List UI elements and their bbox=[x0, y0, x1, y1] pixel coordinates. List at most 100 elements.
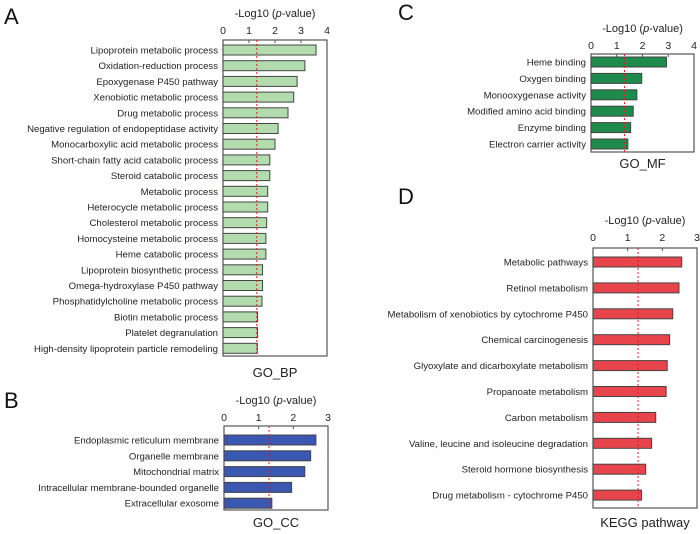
x-axis-title: -Log10 (p-value) bbox=[602, 23, 683, 35]
bar bbox=[590, 89, 638, 101]
x-axis-title: -Log10 (p-value) bbox=[235, 8, 316, 20]
category-label: Endoplasmic reticulum membrane bbox=[74, 436, 219, 447]
x-tick-label: 4 bbox=[691, 40, 697, 52]
category-label: Metabolic process bbox=[141, 187, 219, 198]
bar bbox=[223, 434, 317, 446]
x-tick-label: 2 bbox=[640, 40, 646, 52]
bar bbox=[592, 411, 657, 423]
category-label: Extracellular exosome bbox=[125, 499, 219, 510]
x-tick-label: 3 bbox=[298, 25, 304, 37]
panel-d: D -Log10 (p-value) 0 1 2 3 Metabolic pathways R… bbox=[388, 184, 700, 530]
x-tick-label: 1 bbox=[256, 412, 262, 424]
bar bbox=[592, 386, 667, 397]
bar bbox=[592, 282, 680, 294]
x-tick-label: 2 bbox=[290, 412, 296, 424]
panel-letter: B bbox=[4, 388, 19, 413]
x-tick-label: 1 bbox=[246, 25, 252, 37]
bar bbox=[222, 123, 279, 134]
category-label: Epoxygenase P450 pathway bbox=[96, 77, 218, 88]
group-label: GO_MF bbox=[619, 156, 665, 171]
panel-letter: A bbox=[4, 4, 19, 29]
bar bbox=[592, 334, 671, 346]
x-tick-label: 0 bbox=[588, 40, 594, 52]
category-label: Monocarboxylic acid metabolic process bbox=[51, 140, 218, 151]
category-label: Oxygen binding bbox=[519, 74, 586, 85]
category-label: High-density lipoprotein particle remode… bbox=[34, 344, 218, 355]
panel-b: B -Log10 (p-value) 0 1 2 3 Endoplasmic reticul… bbox=[4, 388, 331, 530]
category-label: Heterocycle metabolic process bbox=[87, 203, 218, 214]
bar bbox=[590, 105, 634, 117]
x-tick-label: 2 bbox=[272, 25, 278, 37]
x-tick-label: 3 bbox=[665, 40, 671, 52]
category-label: Lipoprotein metabolic process bbox=[91, 46, 219, 57]
bar bbox=[590, 122, 632, 134]
bar bbox=[222, 201, 269, 213]
x-tick-label: 1 bbox=[625, 232, 631, 244]
bar bbox=[223, 497, 273, 509]
category-label: Omega-hydroxylase P450 pathway bbox=[69, 281, 219, 292]
category-label: Monooxygenase activity bbox=[484, 90, 587, 101]
bar bbox=[222, 185, 269, 197]
bar bbox=[590, 56, 667, 68]
category-label: Heme binding bbox=[527, 58, 586, 69]
bar bbox=[222, 248, 267, 260]
x-tick-label: 4 bbox=[324, 25, 330, 37]
category-label: Biotin metabolic process bbox=[114, 312, 218, 323]
category-label: Retinol metabolism bbox=[506, 283, 588, 294]
x-tick-label: 0 bbox=[220, 25, 226, 37]
category-label: Platelet degranulation bbox=[125, 328, 218, 339]
panel-letter: C bbox=[398, 0, 414, 25]
bar bbox=[222, 154, 271, 166]
panel-letter: D bbox=[398, 184, 414, 209]
category-label: Negative regulation of endopeptidase act… bbox=[27, 124, 218, 135]
group-label: KEGG pathway bbox=[600, 515, 690, 530]
bar bbox=[223, 466, 306, 478]
category-label: Cholesterol metabolic process bbox=[89, 218, 218, 229]
bar bbox=[222, 75, 298, 87]
x-tick-label: 0 bbox=[221, 412, 227, 424]
category-label: Propanoate metabolism bbox=[487, 387, 588, 398]
bar bbox=[223, 450, 312, 462]
x-tick-label: 0 bbox=[590, 232, 596, 244]
category-label: Drug metabolic process bbox=[117, 108, 218, 119]
category-label: Homocysteine metabolic process bbox=[77, 234, 218, 245]
category-label: Carbon metabolism bbox=[505, 413, 588, 424]
category-label: Organelle membrane bbox=[129, 451, 219, 462]
panel-c: C -Log10 (p-value) 0 1 2 3 4 Heme binding Oxygen… bbox=[398, 0, 697, 171]
plot-frame bbox=[590, 53, 695, 153]
bar bbox=[222, 232, 267, 244]
category-label: Electron carrier activity bbox=[489, 140, 586, 151]
category-label: Xenobiotic metabolic process bbox=[93, 93, 218, 104]
bar bbox=[222, 107, 289, 119]
category-label: Enzyme binding bbox=[518, 123, 586, 134]
category-label: Oxidation-reduction process bbox=[99, 61, 219, 72]
category-label: Mitochondrial matrix bbox=[133, 467, 219, 478]
bar bbox=[222, 138, 276, 150]
category-label: Heme catabolic process bbox=[116, 250, 219, 261]
bar bbox=[222, 44, 317, 56]
panel-a: A -Log10 (p-value) 0 1 2 3 4 Lipoprotein metabo… bbox=[4, 4, 330, 380]
category-label: Steroid catabolic process bbox=[111, 171, 218, 182]
category-label: Phosphatidylcholine metabolic process bbox=[53, 297, 219, 308]
category-label: Valine, leucine and isoleucine degradati… bbox=[409, 439, 588, 450]
category-label: Short-chain fatty acid catabolic process bbox=[51, 155, 218, 166]
x-tick-label: 3 bbox=[325, 412, 331, 424]
group-label: GO_CC bbox=[253, 515, 299, 530]
x-axis-title: -Log10 (p-value) bbox=[605, 215, 686, 227]
bar bbox=[222, 295, 263, 307]
bar bbox=[222, 60, 306, 72]
category-label: Chemical carcinogenesis bbox=[481, 335, 588, 346]
category-label: Lipoprotein biosynthetic process bbox=[81, 265, 218, 276]
bar bbox=[222, 264, 264, 276]
bar bbox=[222, 91, 295, 103]
category-label: Metabolic pathways bbox=[504, 258, 588, 269]
bar bbox=[590, 72, 643, 84]
bar bbox=[222, 327, 259, 339]
bar bbox=[592, 463, 647, 475]
category-label: Modified amino acid binding bbox=[467, 107, 586, 118]
category-label: Intracellular membrane-bounded organelle bbox=[38, 483, 219, 494]
bar bbox=[592, 437, 653, 449]
x-tick-label: 1 bbox=[614, 40, 620, 52]
category-label: Steroid hormone biosynthesis bbox=[462, 465, 589, 476]
